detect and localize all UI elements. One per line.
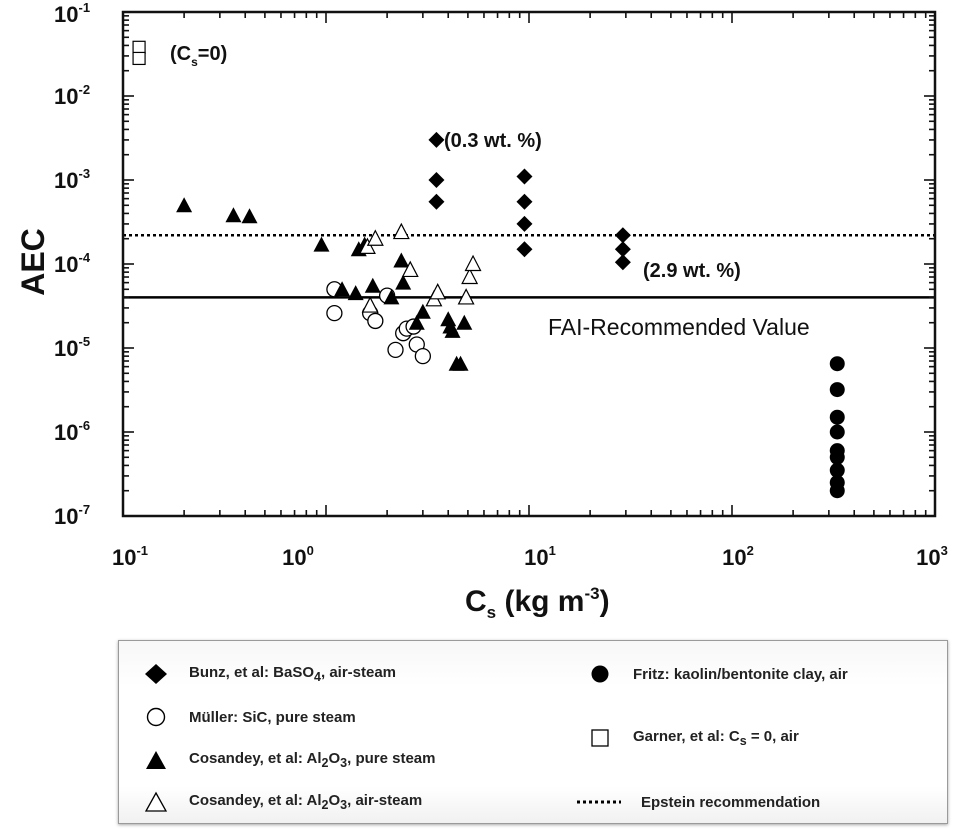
fritz-point	[829, 382, 845, 398]
cosandey-pure-steam-point	[334, 281, 351, 297]
annotation-garner: (Cs=0)	[170, 43, 227, 69]
annotation-bunz-low: (0.3 wt. %)	[444, 130, 542, 152]
y-tick-labels: 10-7 10-6 10-5 10-4 10-3 10-2 10-1	[54, 0, 91, 529]
legend-item-bunz: Bunz, et al: BaSO4, air-steam	[141, 663, 396, 685]
cosandey-pure-steam-point	[383, 289, 400, 305]
filled-circle-marker-icon	[585, 663, 615, 685]
y-tick-label: 10-4	[54, 250, 91, 277]
bunz-point	[614, 227, 631, 244]
cosandey-pure-steam-point	[414, 303, 431, 319]
legend-item-muller: Müller: SiC, pure steam	[141, 706, 356, 728]
bunz-point	[614, 241, 631, 258]
cosandey-pure-steam-point	[364, 277, 381, 293]
y-tick-label: 10-6	[54, 418, 90, 445]
bunz-point	[516, 241, 533, 258]
aec-scatter-plot: 10-1 100 101 102 103 10-7 10-6 10-5 10-4…	[15, 0, 948, 622]
cosandey-air-steam-point	[392, 222, 410, 240]
legend-label-cosandey-air: Cosandey, et al: Al2O3, air-steam	[189, 792, 423, 812]
bunz-point	[516, 168, 533, 185]
y-tick-label: 10-2	[54, 82, 90, 109]
cosandey-pure-steam-point	[452, 355, 469, 371]
cosandey-pure-steam-point	[456, 314, 473, 330]
cosandey-air-steam-point	[358, 237, 376, 254]
cosandey-pure-steam-point	[444, 322, 461, 338]
y-tick-label: 10-1	[54, 0, 90, 27]
cosandey-air-steam-point	[457, 288, 475, 305]
bunz-point	[516, 193, 533, 210]
legend-label-fritz: Fritz: kaolin/bentonite clay, air	[633, 665, 848, 683]
x-tick-label: 100	[282, 543, 314, 570]
bunz-point	[614, 254, 631, 271]
filled-triangle-marker-icon	[141, 749, 171, 771]
annotation-bunz-high: (2.9 wt. %)	[643, 260, 741, 282]
diamond-marker-icon	[141, 663, 171, 685]
cosandey-pure-steam-point	[408, 314, 425, 330]
legend-label-bunz: Bunz, et al: BaSO4, air-steam	[189, 664, 397, 684]
legend-item-fritz: Fritz: kaolin/bentonite clay, air	[585, 663, 848, 685]
x-tick-label: 103	[916, 543, 948, 570]
annotation-fai: FAI-Recommended Value	[548, 314, 810, 340]
legend-item-garner: Garner, et al: Cs = 0, air	[585, 727, 799, 749]
legend: Bunz, et al: BaSO4, air-steam Müller: Si…	[118, 640, 948, 824]
cosandey-air-steam-point	[429, 283, 447, 300]
x-axis-title: Cs (kg m-3)	[465, 584, 610, 622]
axis-ticks	[122, 12, 935, 517]
cosandey-pure-steam-point	[347, 285, 364, 301]
y-axis-title: AEC	[15, 228, 51, 296]
muller-point	[367, 312, 384, 330]
fritz-point	[829, 462, 845, 478]
cosandey-air-steam-point	[401, 260, 419, 278]
x-tick-label: 10-1	[112, 543, 148, 570]
cosandey-pure-steam-point	[395, 274, 412, 290]
open-square-marker-icon	[585, 727, 615, 749]
y-tick-label: 10-7	[54, 502, 90, 529]
legend-item-epstein: Epstein recommendation	[575, 791, 820, 813]
cosandey-pure-steam-point	[313, 236, 330, 252]
cosandey-pure-steam-point	[393, 252, 410, 268]
garner-point	[132, 51, 146, 66]
bunz-point	[428, 193, 445, 210]
cosandey-pure-steam-point	[241, 208, 258, 224]
bunz-point	[428, 172, 445, 188]
fritz-point	[829, 409, 845, 425]
cosandey-pure-steam-point	[176, 197, 193, 213]
muller-point	[414, 347, 432, 365]
legend-label-garner: Garner, et al: Cs = 0, air	[633, 728, 799, 748]
x-tick-label: 101	[524, 543, 556, 570]
open-circle-marker-icon	[141, 706, 171, 728]
cosandey-air-steam-point	[464, 254, 482, 272]
fritz-point	[829, 483, 845, 499]
dotted-line-icon	[575, 791, 623, 813]
legend-item-cosandey-air: Cosandey, et al: Al2O3, air-steam	[141, 791, 422, 813]
bunz-point	[428, 131, 445, 148]
legend-label-cosandey-pure: Cosandey, et al: Al2O3, pure steam	[189, 750, 436, 770]
muller-point	[326, 304, 343, 322]
fritz-point	[829, 424, 845, 440]
muller-point	[387, 341, 404, 359]
legend-item-cosandey-pure: Cosandey, et al: Al2O3, pure steam	[141, 749, 436, 771]
x-tick-labels: 10-1 100 101 102 103	[112, 543, 948, 570]
plot-marks	[123, 40, 935, 499]
fritz-point	[829, 449, 845, 465]
open-triangle-marker-icon	[141, 791, 171, 813]
plot-frame	[121, 10, 937, 518]
legend-label-epstein: Epstein recommendation	[641, 793, 821, 811]
cosandey-pure-steam-point	[225, 207, 242, 223]
cosandey-air-steam-point	[461, 267, 479, 285]
x-tick-label: 102	[722, 543, 754, 570]
cosandey-air-steam-point	[366, 229, 384, 246]
fritz-point	[829, 356, 845, 372]
y-tick-label: 10-3	[54, 166, 90, 193]
cosandey-air-steam-point	[361, 296, 379, 313]
y-tick-label: 10-5	[54, 334, 90, 361]
garner-point	[132, 40, 146, 54]
bunz-point	[516, 215, 533, 232]
legend-label-muller: Müller: SiC, pure steam	[189, 708, 356, 726]
